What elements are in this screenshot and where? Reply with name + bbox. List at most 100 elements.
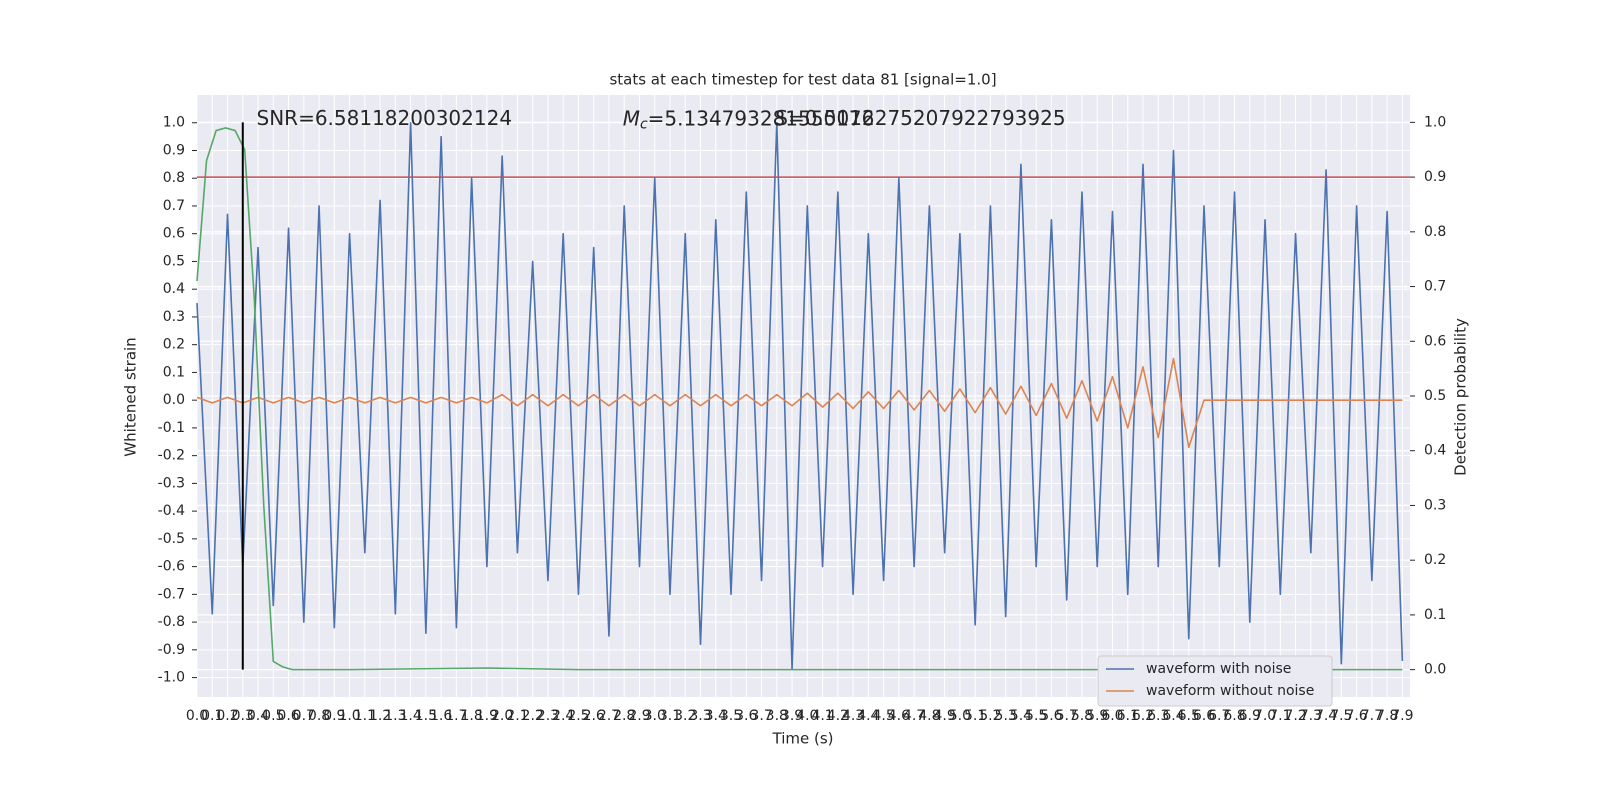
x-tick-label: 3.3: [689, 708, 711, 724]
y2-tick-label: 0.3: [1424, 497, 1446, 513]
y2-tick-label: 0.8: [1424, 224, 1446, 240]
y-tick-label: -0.2: [158, 448, 185, 464]
x-tick-label: 1.0: [338, 708, 360, 724]
x-tick-label: 7.7: [1361, 708, 1383, 724]
y-tick-label: -0.9: [158, 642, 185, 658]
x-tick-label: 6.1: [1117, 708, 1139, 724]
y2-tick-label: 0.4: [1424, 443, 1446, 459]
y-tick-label: -0.8: [158, 614, 185, 630]
y2-tick-label: 0.5: [1424, 388, 1446, 404]
x-axis-label: Time (s): [772, 730, 834, 748]
x-tick-label: 2.0: [491, 708, 513, 724]
x-tick-label: 4.5: [872, 708, 894, 724]
x-tick-label: 0.3: [232, 708, 254, 724]
x-tick-label: 7.2: [1284, 708, 1306, 724]
x-tick-label: 6.4: [1162, 708, 1184, 724]
x-tick-label: 3.7: [750, 708, 772, 724]
y2-tick-label: 0.1: [1424, 607, 1446, 623]
y-tick-label: 0.1: [163, 364, 185, 380]
y-tick-label: -1.0: [158, 670, 185, 686]
y-tick-label: -0.6: [158, 559, 185, 575]
x-tick-label: 2.2: [522, 708, 544, 724]
x-tick-label: 7.8: [1376, 708, 1398, 724]
x-tick-label: 1.9: [476, 708, 498, 724]
x-tick-label: 4.1: [811, 708, 833, 724]
y-tick-label: 0.8: [163, 170, 185, 186]
series-line: [196, 121, 1404, 671]
y2-tick-label: 0.2: [1424, 552, 1446, 568]
x-tick-label: 0.1: [201, 708, 223, 724]
y-tick-label: 0.5: [163, 253, 185, 269]
x-tick-label: 1.1: [354, 708, 376, 724]
chart-title: stats at each timestep for test data 81 …: [609, 71, 996, 89]
x-tick-label: 2.7: [598, 708, 620, 724]
x-tick-label: 2.5: [567, 708, 589, 724]
x-tick-label: 0.2: [216, 708, 238, 724]
x-tick-label: 1.2: [369, 708, 391, 724]
x-tick-label: 6.0: [1101, 708, 1123, 724]
series-line: [196, 357, 1403, 449]
x-tick-label: 5.9: [1086, 708, 1108, 724]
x-tick-label: 4.6: [888, 708, 910, 724]
x-tick-label: 2.4: [552, 708, 574, 724]
x-tick-label: 4.4: [857, 708, 879, 724]
x-tick-label: 0.8: [308, 708, 330, 724]
x-tick-label: 5.1: [964, 708, 986, 724]
y-tick-label: 0.0: [163, 392, 185, 408]
x-tick-label: 3.2: [674, 708, 696, 724]
y2-tick-label: 0.9: [1424, 169, 1446, 185]
x-tick-label: 7.6: [1345, 708, 1367, 724]
x-tick-label: 5.5: [1025, 708, 1047, 724]
x-tick-label: 1.5: [415, 708, 437, 724]
y-tick-label: 0.4: [163, 281, 185, 297]
x-tick-label: 4.2: [827, 708, 849, 724]
annotation: SNR=6.58118200302124: [257, 106, 513, 130]
y2-tick-label: 1.0: [1424, 114, 1446, 130]
x-tick-label: 3.5: [720, 708, 742, 724]
x-tick-label: 0.4: [247, 708, 269, 724]
y-tick-label: 0.3: [163, 309, 185, 325]
annotation-symbol: M: [623, 106, 640, 130]
x-tick-label: 6.6: [1193, 708, 1215, 724]
y-tick-label: -0.5: [158, 531, 185, 547]
x-tick-label: 6.3: [1147, 708, 1169, 724]
y2-axis-label: Detection probability: [1452, 318, 1470, 476]
legend-label: waveform without noise: [1146, 683, 1314, 699]
x-tick-label: 6.5: [1178, 708, 1200, 724]
y2-tick-label: 0.0: [1424, 662, 1446, 678]
x-tick-label: 2.3: [537, 708, 559, 724]
x-tick-label: 3.0: [644, 708, 666, 724]
x-tick-label: 6.7: [1208, 708, 1230, 724]
x-tick-label: 6.2: [1132, 708, 1154, 724]
annotation-text: =5.134793281550176: [648, 106, 875, 130]
y-tick-label: -0.1: [158, 420, 185, 436]
x-tick-label: 6.8: [1223, 708, 1245, 724]
y2-tick-label: 0.7: [1424, 279, 1446, 295]
x-tick-label: 1.8: [461, 708, 483, 724]
y-tick-label: 0.2: [163, 337, 185, 353]
x-tick-label: 5.0: [949, 708, 971, 724]
x-tick-label: 7.3: [1300, 708, 1322, 724]
x-tick-label: 2.8: [613, 708, 635, 724]
y-tick-label: 0.9: [163, 142, 185, 158]
x-tick-label: 1.7: [445, 708, 467, 724]
x-tick-label: 0.5: [262, 708, 284, 724]
y-tick-label: 0.6: [163, 226, 185, 242]
x-tick-label: 3.1: [659, 708, 681, 724]
legend-box: [1097, 655, 1333, 707]
x-tick-label: 2.9: [628, 708, 650, 724]
x-tick-label: 7.5: [1330, 708, 1352, 724]
y-tick-label: -0.4: [158, 503, 185, 519]
x-tick-label: 6.9: [1239, 708, 1261, 724]
legend-label: waveform with noise: [1146, 661, 1291, 677]
y2-tick-label: 0.6: [1424, 333, 1446, 349]
annotation: Mc=5.134793281550176: [623, 106, 875, 133]
annotation: S=0.5012275207922793925: [775, 106, 1065, 130]
y-tick-label: -0.7: [158, 586, 185, 602]
x-tick-label: 0.9: [323, 708, 345, 724]
x-tick-label: 4.8: [918, 708, 940, 724]
y-tick-label: -0.3: [158, 475, 185, 491]
x-tick-label: 4.0: [796, 708, 818, 724]
series-line: [196, 127, 1403, 671]
